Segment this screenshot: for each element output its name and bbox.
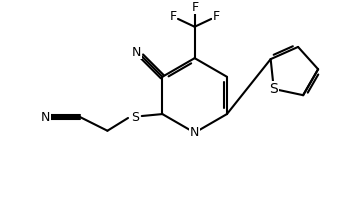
Text: F: F	[169, 10, 176, 23]
Text: N: N	[190, 126, 199, 139]
Text: F: F	[192, 1, 199, 14]
Text: F: F	[213, 10, 220, 23]
Text: S: S	[131, 110, 139, 124]
Text: S: S	[269, 82, 278, 96]
Text: N: N	[41, 110, 50, 124]
Text: N: N	[132, 46, 141, 59]
